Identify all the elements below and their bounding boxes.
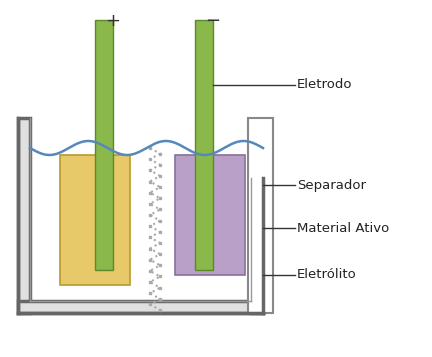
- Bar: [18, 118, 30, 313]
- Text: Separador: Separador: [297, 178, 366, 191]
- Bar: [30, 118, 251, 301]
- Bar: [251, 178, 263, 313]
- Bar: [18, 301, 263, 313]
- Bar: [195, 20, 213, 270]
- Text: Eletrodo: Eletrodo: [297, 79, 353, 91]
- Text: Eletrólito: Eletrólito: [297, 268, 357, 282]
- Bar: [60, 155, 130, 285]
- Text: +: +: [105, 12, 121, 30]
- Bar: [95, 20, 113, 270]
- Text: −: −: [206, 12, 221, 30]
- Bar: [248, 118, 273, 313]
- Text: Material Ativo: Material Ativo: [297, 221, 389, 235]
- Bar: [175, 155, 245, 275]
